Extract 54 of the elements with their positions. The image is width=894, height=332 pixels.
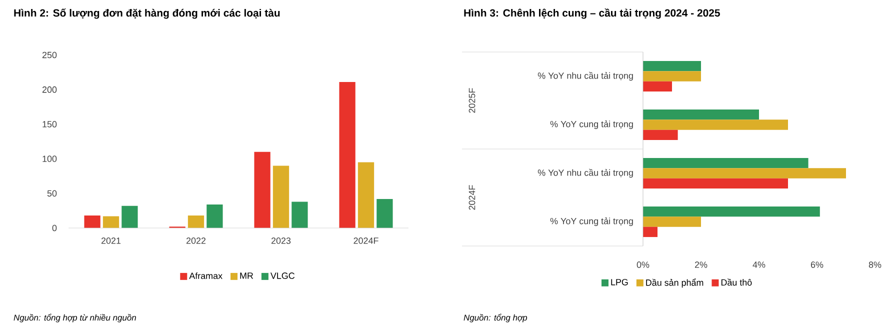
bar [643,168,846,178]
bar [643,81,672,92]
y-tick-label: 200 [42,86,57,93]
bar [272,166,290,228]
bar [358,162,374,228]
bar [643,206,820,217]
bar [643,120,788,130]
chart-title: Hình 3: Chênh lệch cung – cầu tải trọng 2024 - 2025 [464,8,720,19]
bar [122,206,138,228]
y-tick-label: 50 [47,190,57,197]
legend-label: Aframax [189,272,222,280]
legend-label: VLGC [270,272,295,279]
legend-label: MR [240,272,254,279]
y-tick-label: 100 [42,156,57,162]
x-tick-label: 2022 [186,238,206,244]
y-tick-label: % YoY nhu cầu tải trọng [538,168,633,178]
y-tick-label: % YoY cung tải trọng [550,120,633,130]
bar [643,226,658,238]
text: Nguồn: tổng hợp [464,314,528,322]
bar [643,216,702,227]
legend-label: Dầu thô [721,278,752,286]
y-tick-label: % YoY nhu cầu tải trọng [538,72,633,81]
bar [188,216,204,228]
bar [376,198,393,228]
x-tick-label: 2021 [101,238,121,244]
x-tick-label: 4% [752,262,766,268]
x-tick-label: 8% [868,262,882,268]
x-tick-label: 2024F [354,238,378,244]
text: 2024F [468,185,476,210]
y-tick-label: 150 [42,121,57,128]
y-tick-label: % YoY cung tải trọng [550,217,633,226]
bar [643,71,702,82]
bar [102,216,120,228]
x-tick-label: 6% [810,262,824,268]
bar [643,109,760,120]
text: 2025F [468,88,476,113]
chart-title: Hình 2: Số lượng đơn đặt hàng đóng mới các loại tàu [14,8,280,19]
bar [206,204,223,228]
bar [643,130,678,140]
bar [643,178,788,189]
bar [84,216,100,228]
bar [643,158,808,168]
y-tick-label: 250 [42,52,57,58]
x-tick-label: 0% [636,262,650,268]
x-tick-label: 2023 [271,238,291,244]
bar [254,152,270,228]
bar [643,60,702,72]
text: Nguồn: tổng hợp từ nhiều nguồn [14,314,136,322]
bar [339,82,356,228]
x-tick-label: 2% [694,262,708,268]
bar [292,202,308,228]
legend-label: Dầu sản phẩm [646,278,704,288]
y-tick-label: 0 [52,224,57,232]
legend-label: LPG [611,278,628,286]
